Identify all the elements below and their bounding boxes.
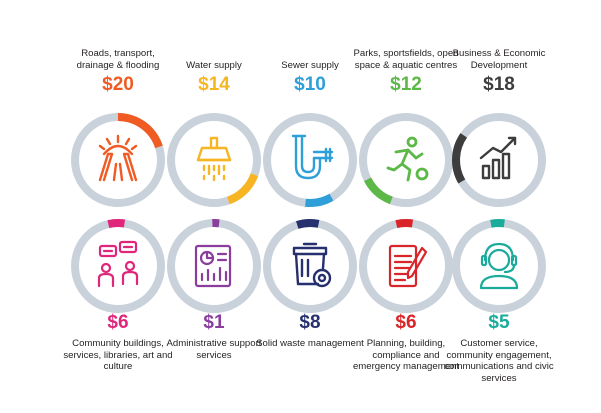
category-label: Sewer supply — [281, 59, 339, 71]
category-amount: $6 — [395, 312, 417, 333]
ring-8 — [263, 219, 357, 313]
ring-value-arc — [71, 113, 165, 207]
runner-icon — [386, 136, 429, 182]
category-amount: $8 — [299, 312, 321, 333]
category-amount: $14 — [198, 74, 230, 95]
ring-track — [167, 113, 261, 207]
category-label: Business & Economic Development — [452, 48, 546, 71]
ring-6 — [71, 219, 165, 313]
document-pen-icon — [388, 244, 428, 288]
ring-5 — [452, 113, 546, 207]
ring-9 — [359, 219, 453, 313]
category-label: Roads, transport, drainage & flooding — [76, 48, 160, 71]
bin-icon — [292, 242, 332, 288]
ring-value-arc — [452, 113, 546, 207]
pipe-icon — [291, 134, 334, 180]
ring-value-arc — [71, 219, 165, 313]
category-amount: $1 — [203, 312, 225, 333]
ring-value-arc — [263, 219, 357, 313]
category-amount: $10 — [294, 74, 326, 95]
ring-track — [167, 219, 261, 313]
report-icon — [194, 244, 232, 288]
growth-chart-icon — [479, 136, 517, 180]
ring-track — [359, 219, 453, 313]
ring-value-arc — [263, 113, 357, 207]
category-amount: $20 — [102, 74, 134, 95]
ring-track — [359, 113, 453, 207]
tap-icon — [196, 136, 232, 182]
category-label: Community buildings, services, libraries… — [63, 338, 173, 372]
community-icon — [97, 240, 139, 288]
category-amount: $12 — [390, 74, 422, 95]
ring-value-arc — [167, 219, 261, 313]
category-amount: $18 — [483, 74, 515, 95]
category-label: Administrative support services — [166, 338, 262, 361]
ring-track — [263, 113, 357, 207]
ring-track — [71, 219, 165, 313]
ring-value-arc — [359, 113, 453, 207]
bridge-icon — [98, 134, 138, 182]
category-amount: $5 — [488, 312, 510, 333]
ring-value-arc — [359, 219, 453, 313]
ring-1 — [71, 113, 165, 207]
category-label: Solid waste management — [256, 338, 364, 349]
category-label: Customer service, community engagement, … — [444, 338, 554, 384]
category-label: Planning, building, compliance and emerg… — [352, 338, 460, 372]
ring-track — [263, 219, 357, 313]
ring-value-arc — [452, 219, 546, 313]
category-label: Water supply — [186, 59, 242, 71]
ring-10 — [452, 219, 546, 313]
ring-3 — [263, 113, 357, 207]
category-amount: $6 — [107, 312, 129, 333]
ring-track — [452, 219, 546, 313]
ring-7 — [167, 219, 261, 313]
ring-4 — [359, 113, 453, 207]
ring-2 — [167, 113, 261, 207]
category-label: Parks, sportsfields, open space & aquati… — [353, 48, 459, 71]
headset-icon — [479, 242, 519, 290]
